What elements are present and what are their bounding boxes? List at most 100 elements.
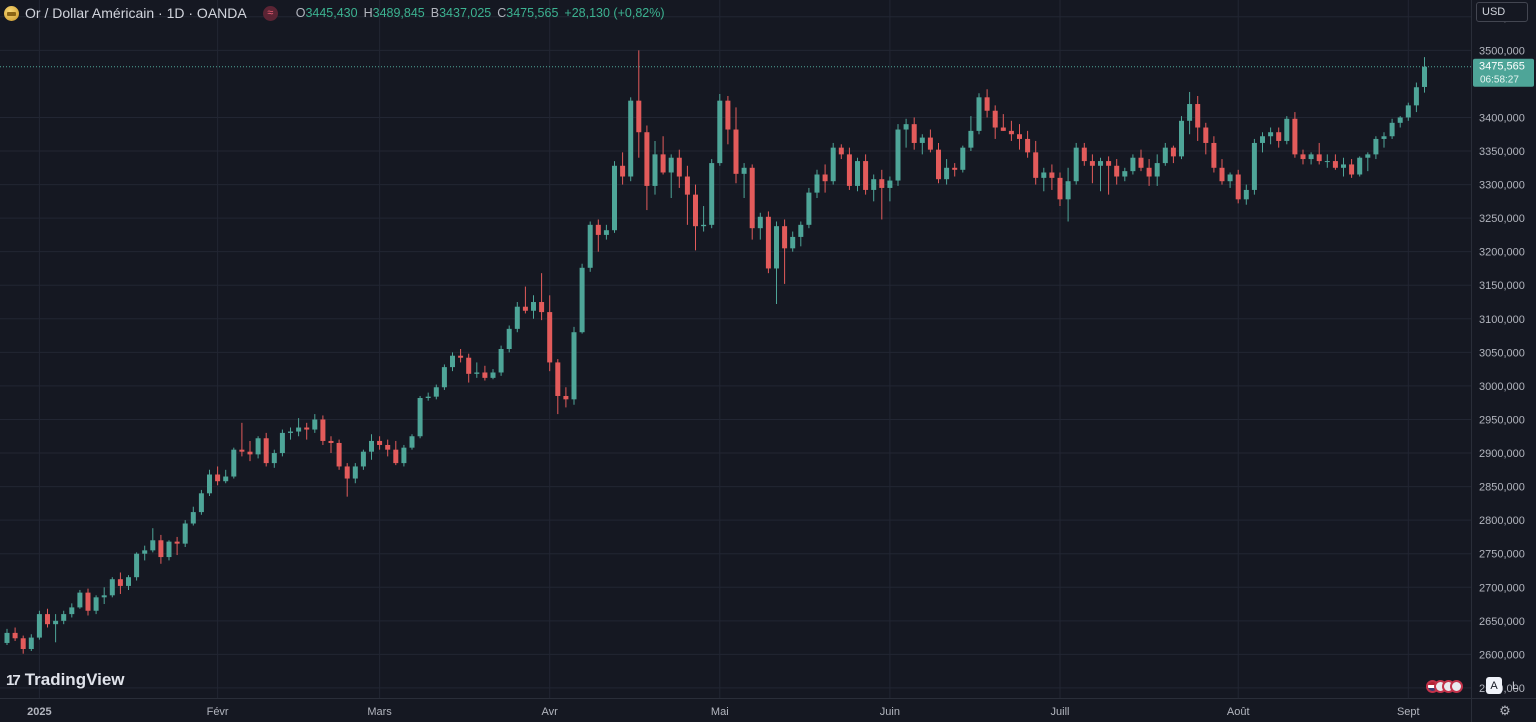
candle-body xyxy=(166,541,172,558)
candle-body xyxy=(968,130,974,148)
ohlc-values: O3445,430 H3489,845 B3437,025 C3475,565 … xyxy=(296,6,665,20)
price-tick-label: 2900,000 xyxy=(1479,448,1525,460)
candle-body xyxy=(1017,134,1022,139)
candle-body xyxy=(1365,154,1371,158)
candle-body xyxy=(992,110,998,128)
candle-body xyxy=(1413,87,1419,106)
candle-body xyxy=(53,620,59,625)
candle-body xyxy=(676,157,682,177)
candle-body xyxy=(1073,147,1079,182)
candle-body xyxy=(863,161,869,190)
economic-events[interactable] xyxy=(1426,680,1463,693)
logo-text: TradingView xyxy=(24,670,125,689)
candle-body xyxy=(255,438,261,455)
candle-body xyxy=(1316,154,1322,162)
candle-body xyxy=(441,367,447,388)
price-tick-label: 3500,000 xyxy=(1479,45,1525,57)
candle-body xyxy=(279,432,285,454)
candle-body xyxy=(1025,138,1031,153)
candle-body xyxy=(1276,132,1282,141)
candle-body xyxy=(1057,177,1063,200)
candle-body xyxy=(790,236,796,249)
price-tick-label: 2700,000 xyxy=(1479,582,1525,594)
auto-scale-button[interactable]: A xyxy=(1486,677,1502,694)
candle-body xyxy=(393,449,399,464)
candle-body xyxy=(458,355,464,358)
candle-body xyxy=(741,167,747,174)
chart-header: Or / Dollar Américain · 1D · OANDA ≈ O34… xyxy=(4,4,665,22)
price-tick-label: 3200,000 xyxy=(1479,247,1525,259)
candle-body xyxy=(757,216,763,229)
time-tick-label: Juin xyxy=(880,706,900,718)
candle-body xyxy=(377,440,383,445)
candle-body xyxy=(433,387,439,397)
tradingview-logo[interactable]: 17 TradingView xyxy=(6,670,125,690)
candle-body xyxy=(919,137,925,143)
open-value: 3445,430 xyxy=(305,6,358,20)
candle-body xyxy=(636,100,642,133)
log-scale-button[interactable]: L xyxy=(1511,679,1519,692)
candle-body xyxy=(871,179,877,190)
price-tick-label: 2600,000 xyxy=(1479,649,1525,661)
price-tick-label: 3250,000 xyxy=(1479,213,1525,225)
candle-body xyxy=(417,397,423,437)
candle-body xyxy=(1292,118,1298,155)
candle-body xyxy=(142,550,148,554)
candle-body xyxy=(911,124,917,143)
candle-body xyxy=(749,167,755,229)
candle-body xyxy=(482,372,488,378)
candle-body xyxy=(1000,127,1006,131)
candle-body xyxy=(239,449,245,452)
price-change: +28,130 (+0,82%) xyxy=(564,6,665,20)
tradingview-icon: 17 xyxy=(6,671,21,689)
candle-body xyxy=(207,474,212,494)
candle-body xyxy=(190,512,196,524)
candle-body xyxy=(1235,174,1241,200)
event-icon[interactable] xyxy=(1450,680,1463,693)
candle-body xyxy=(336,442,342,467)
candle-body xyxy=(69,607,75,615)
candle-body xyxy=(603,230,609,235)
settings-gear-icon[interactable]: ⚙ xyxy=(1499,703,1511,718)
market-status-icon[interactable]: ≈ xyxy=(262,5,278,21)
price-tick-label: 3100,000 xyxy=(1479,314,1525,326)
candle-body xyxy=(814,174,820,193)
candle-body xyxy=(401,447,407,464)
candle-body xyxy=(296,427,302,432)
candle-body xyxy=(936,149,941,180)
time-tick-label: 2025 xyxy=(27,706,51,718)
candle-body xyxy=(263,438,269,464)
candle-body xyxy=(498,349,504,373)
candle-body xyxy=(1106,161,1112,166)
candle-body xyxy=(134,553,140,578)
candle-body xyxy=(701,224,707,227)
symbol-title[interactable]: Or / Dollar Américain · 1D · OANDA xyxy=(25,5,247,21)
candle-body xyxy=(879,179,885,188)
time-tick-label: Juill xyxy=(1051,706,1070,718)
candle-body xyxy=(385,444,391,450)
candle-body xyxy=(1381,136,1387,139)
open-key: O xyxy=(295,6,306,20)
candle-body xyxy=(531,302,536,311)
candle-body xyxy=(288,431,293,433)
time-tick-label: Mai xyxy=(711,706,729,718)
bar-countdown-label: 06:58:27 xyxy=(1480,75,1519,86)
candle-body xyxy=(174,541,180,544)
candle-body xyxy=(425,396,431,398)
candle-body xyxy=(1146,167,1152,177)
candle-body xyxy=(984,97,990,111)
candle-body xyxy=(563,395,569,400)
candle-body xyxy=(1049,172,1055,178)
candle-body xyxy=(1243,189,1249,200)
candle-body xyxy=(45,614,50,625)
candle-body xyxy=(652,154,658,186)
candle-body xyxy=(231,449,237,477)
candle-body xyxy=(36,614,42,638)
candle-body xyxy=(20,638,26,650)
currency-selector[interactable]: USD xyxy=(1476,2,1528,22)
candle-body xyxy=(782,226,788,249)
candle-body xyxy=(198,493,204,513)
candle-body xyxy=(1154,163,1160,177)
candle-body xyxy=(1008,130,1014,135)
